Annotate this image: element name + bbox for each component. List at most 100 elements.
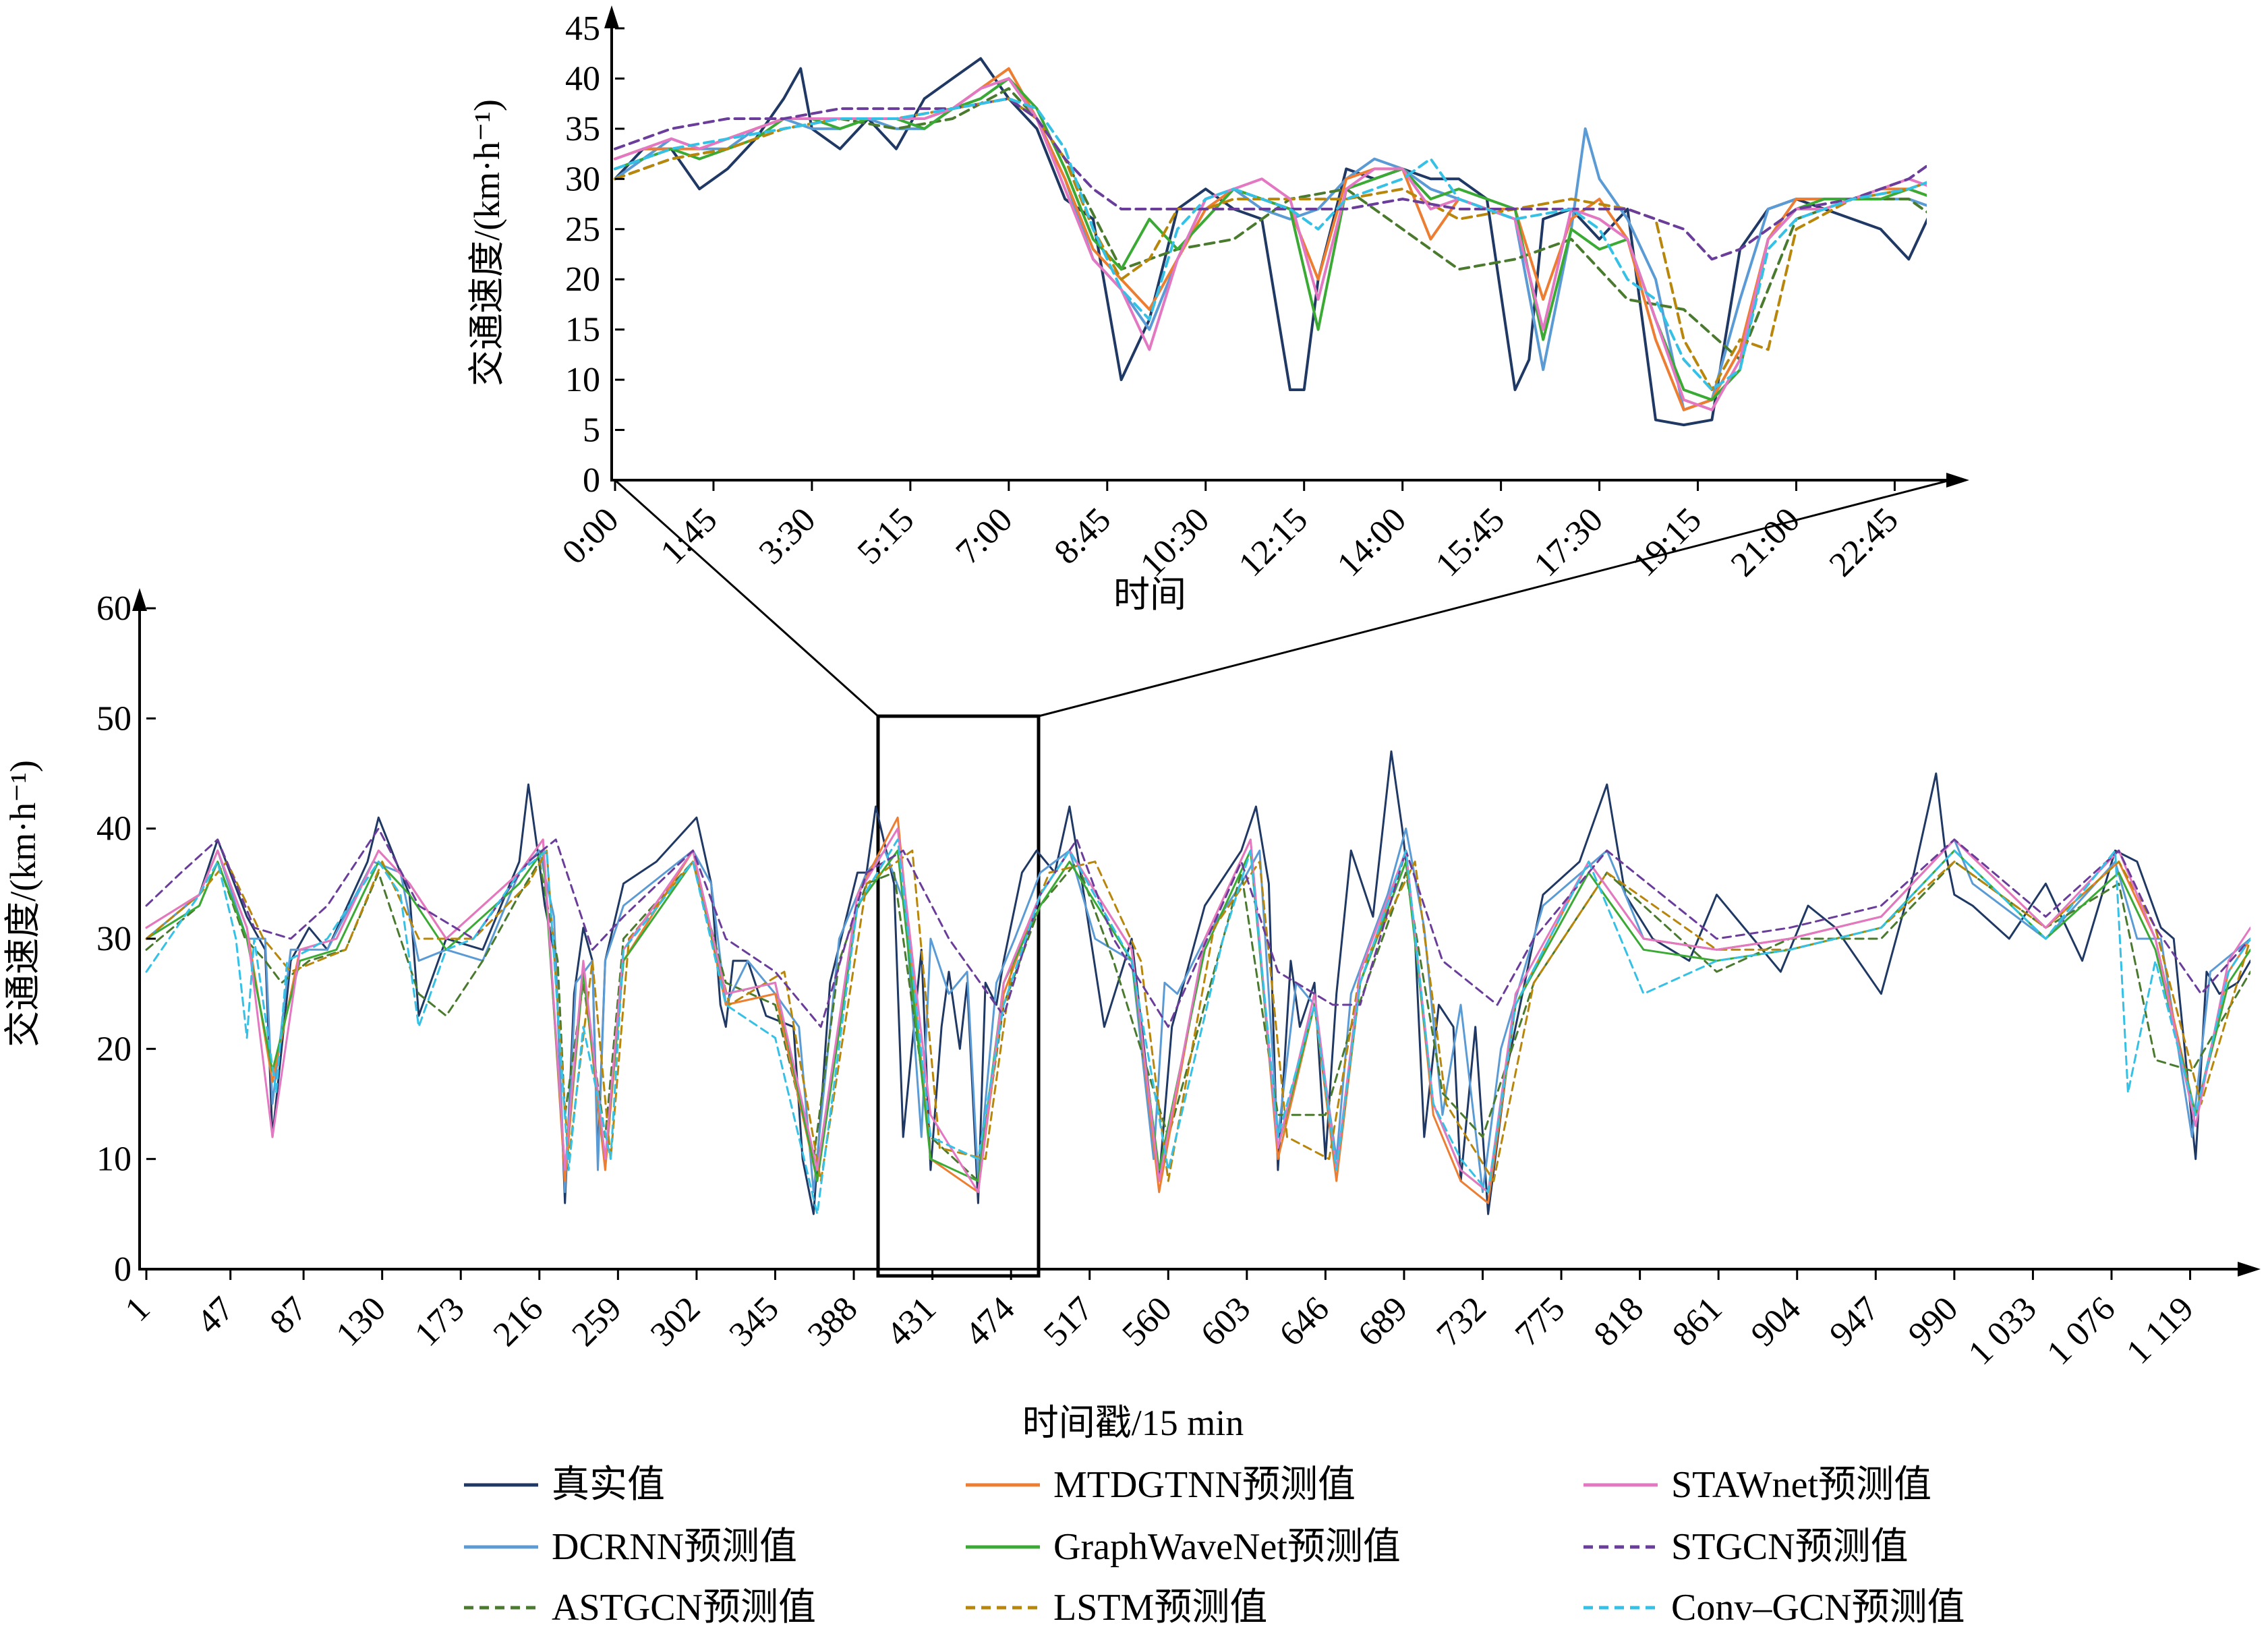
inset-y-tick-labels: 0 5 10 15 20 25 30 35 40 45: [565, 9, 624, 500]
main-x-tick-label: 1 076: [2039, 1289, 2122, 1372]
main-x-tick-label: 1 033: [1961, 1289, 2044, 1372]
inset-y-tick-label: 5: [583, 411, 600, 450]
main-x-tick-label: 345: [722, 1289, 786, 1353]
main-y-tick-label: 60: [96, 589, 132, 628]
main-x-tick-labels: 1 47 87 130 173 216 259 302 345 388 431 474 517 560 60…: [118, 1269, 2201, 1372]
main-y-tick-label: 20: [96, 1030, 132, 1068]
inset-x-tick-label: 14:00: [1330, 500, 1414, 584]
inset-x-tick-label: 10:30: [1133, 500, 1217, 584]
inset-x-tick-label: 19:15: [1625, 500, 1709, 584]
main-y-axis-title: 交通速度/(km·h⁻¹): [3, 760, 43, 1047]
main-series-convgcn: [145, 838, 2250, 1215]
main-x-tick-label: 47: [190, 1289, 241, 1341]
main-y-tick-label: 10: [96, 1140, 132, 1179]
main-x-tick-label: 775: [1508, 1289, 1572, 1353]
main-series-astgcn: [145, 860, 2250, 1182]
main-x-axis-arrow: [2238, 1262, 2261, 1277]
legend-label-stawnet: STAWnet预测值: [1671, 1464, 1931, 1506]
zoom-highlight-box: [876, 714, 1041, 1278]
inset-y-tick-label: 10: [565, 361, 600, 399]
inset-y-axis-title: 交通速度/(km·h⁻¹): [467, 99, 507, 386]
main-x-tick-label: 861: [1665, 1289, 1729, 1353]
inset-y-tick-label: 30: [565, 160, 600, 198]
main-x-tick-label: 990: [1901, 1289, 1965, 1353]
zoom-line-right: [1038, 479, 1951, 718]
main-x-tick-label: 173: [407, 1289, 471, 1353]
main-x-tick-label: 947: [1822, 1289, 1886, 1353]
inset-x-tick-label: 12:15: [1231, 500, 1315, 584]
inset-y-tick-label: 0: [583, 461, 600, 500]
inset-x-tick-label: 22:45: [1822, 500, 1906, 584]
main-x-tick-label: 431: [879, 1289, 943, 1353]
inset-y-tick-label: 40: [565, 59, 600, 98]
legend-item-stgcn: STGCN预测值: [1583, 1526, 1909, 1568]
legend-item-dcrnn: DCRNN预测值: [464, 1526, 797, 1568]
legend-label-lstm: LSTM预测值: [1053, 1587, 1267, 1629]
inset-x-axis-arrow: [1946, 473, 1969, 488]
main-y-tick-label: 50: [96, 699, 132, 738]
main-series-stgcn: [145, 827, 2250, 1028]
main-x-tick-label: 130: [329, 1289, 393, 1353]
main-x-tick-label: 517: [1037, 1289, 1101, 1353]
inset-y-tick-label: 15: [565, 311, 600, 349]
main-x-tick-label: 689: [1351, 1289, 1415, 1353]
legend-label-mtdgtnn: MTDGTNN预测值: [1053, 1464, 1356, 1506]
main-y-tick-label: 40: [96, 810, 132, 848]
legend-item-mtdgtnn: MTDGTNN预测值: [966, 1464, 1356, 1506]
legend: 真实值 MTDGTNN预测值 STAWnet预测值 DCRNN预测值 GraphWave…: [464, 1464, 1965, 1629]
legend-label-graphwavenet: GraphWaveNet预测值: [1053, 1526, 1401, 1568]
inset-x-axis-title: 时间: [1113, 575, 1186, 615]
legend-label-stgcn: STGCN预测值: [1671, 1526, 1909, 1568]
legend-item-stawnet: STAWnet预测值: [1583, 1464, 1931, 1506]
main-y-tick-label: 0: [114, 1250, 132, 1289]
main-x-tick-label: 560: [1115, 1289, 1179, 1353]
inset-y-tick-label: 45: [565, 9, 600, 48]
main-x-tick-label: 904: [1744, 1289, 1808, 1353]
main-series-mtdgtnn: [145, 816, 2250, 1204]
main-x-tick-label: 818: [1587, 1289, 1651, 1353]
main-y-axis-arrow: [132, 588, 147, 611]
inset-x-tick-label: 5:15: [850, 500, 922, 572]
legend-item-astgcn: ASTGCN预测值: [464, 1587, 816, 1629]
main-x-tick-label: 388: [801, 1289, 865, 1353]
legend-label-astgcn: ASTGCN预测值: [552, 1587, 816, 1629]
main-x-tick-label: 474: [958, 1289, 1022, 1353]
main-chart: 0 10 20 30 40 50 60 1 47 87 130 173 216 259 302 345 388…: [3, 588, 2261, 1443]
inset-x-tick-label: 3:30: [752, 500, 823, 572]
zoom-connector: [614, 479, 1951, 1278]
main-series-graphwavenet: [145, 849, 2250, 1194]
main-x-tick-label: 732: [1430, 1289, 1494, 1353]
main-y-tick-labels: 0 10 20 30 40 50 60: [96, 589, 156, 1289]
inset-y-tick-label: 25: [565, 210, 600, 249]
main-x-tick-label: 1 119: [2119, 1289, 2201, 1372]
inset-series-group: [614, 57, 1927, 427]
legend-item-graphwavenet: GraphWaveNet预测值: [966, 1526, 1401, 1568]
legend-label-dcrnn: DCRNN预测值: [552, 1526, 797, 1568]
main-y-tick-label: 30: [96, 920, 132, 958]
legend-label-convgcn: Conv–GCN预测值: [1671, 1587, 1965, 1629]
inset-series-lstm: [614, 97, 1927, 391]
main-series-lstm: [145, 849, 2250, 1182]
main-x-axis-title: 时间戳/15 min: [1022, 1403, 1244, 1443]
inset-chart: 0 5 10 15 20 25 30 35 40 45 0:00 1:45 3:30 5:15 7:00 8…: [467, 5, 1969, 615]
main-x-tick-label: 646: [1272, 1289, 1336, 1353]
main-series-dcrnn: [145, 827, 2250, 1194]
main-x-tick-label: 302: [643, 1289, 707, 1353]
inset-y-axis-arrow: [604, 5, 619, 28]
zoom-line-left: [614, 479, 879, 718]
inset-series-astgcn: [614, 87, 1927, 361]
legend-item-lstm: LSTM预测值: [966, 1587, 1267, 1629]
inset-x-tick-label: 8:45: [1047, 500, 1119, 572]
legend-item-convgcn: Conv–GCN预测值: [1583, 1587, 1965, 1629]
inset-series-convgcn: [614, 97, 1927, 391]
inset-x-tick-label: 1:45: [653, 500, 725, 572]
legend-item-truth: 真实值: [464, 1464, 665, 1506]
main-x-tick-label: 1: [118, 1289, 158, 1329]
inset-x-tick-label: 21:00: [1724, 500, 1807, 584]
main-x-tick-label: 259: [564, 1289, 629, 1353]
inset-y-tick-label: 20: [565, 260, 600, 299]
inset-x-tick-label: 15:45: [1428, 500, 1512, 584]
main-x-tick-label: 216: [486, 1289, 550, 1353]
inset-y-tick-label: 35: [565, 110, 600, 148]
